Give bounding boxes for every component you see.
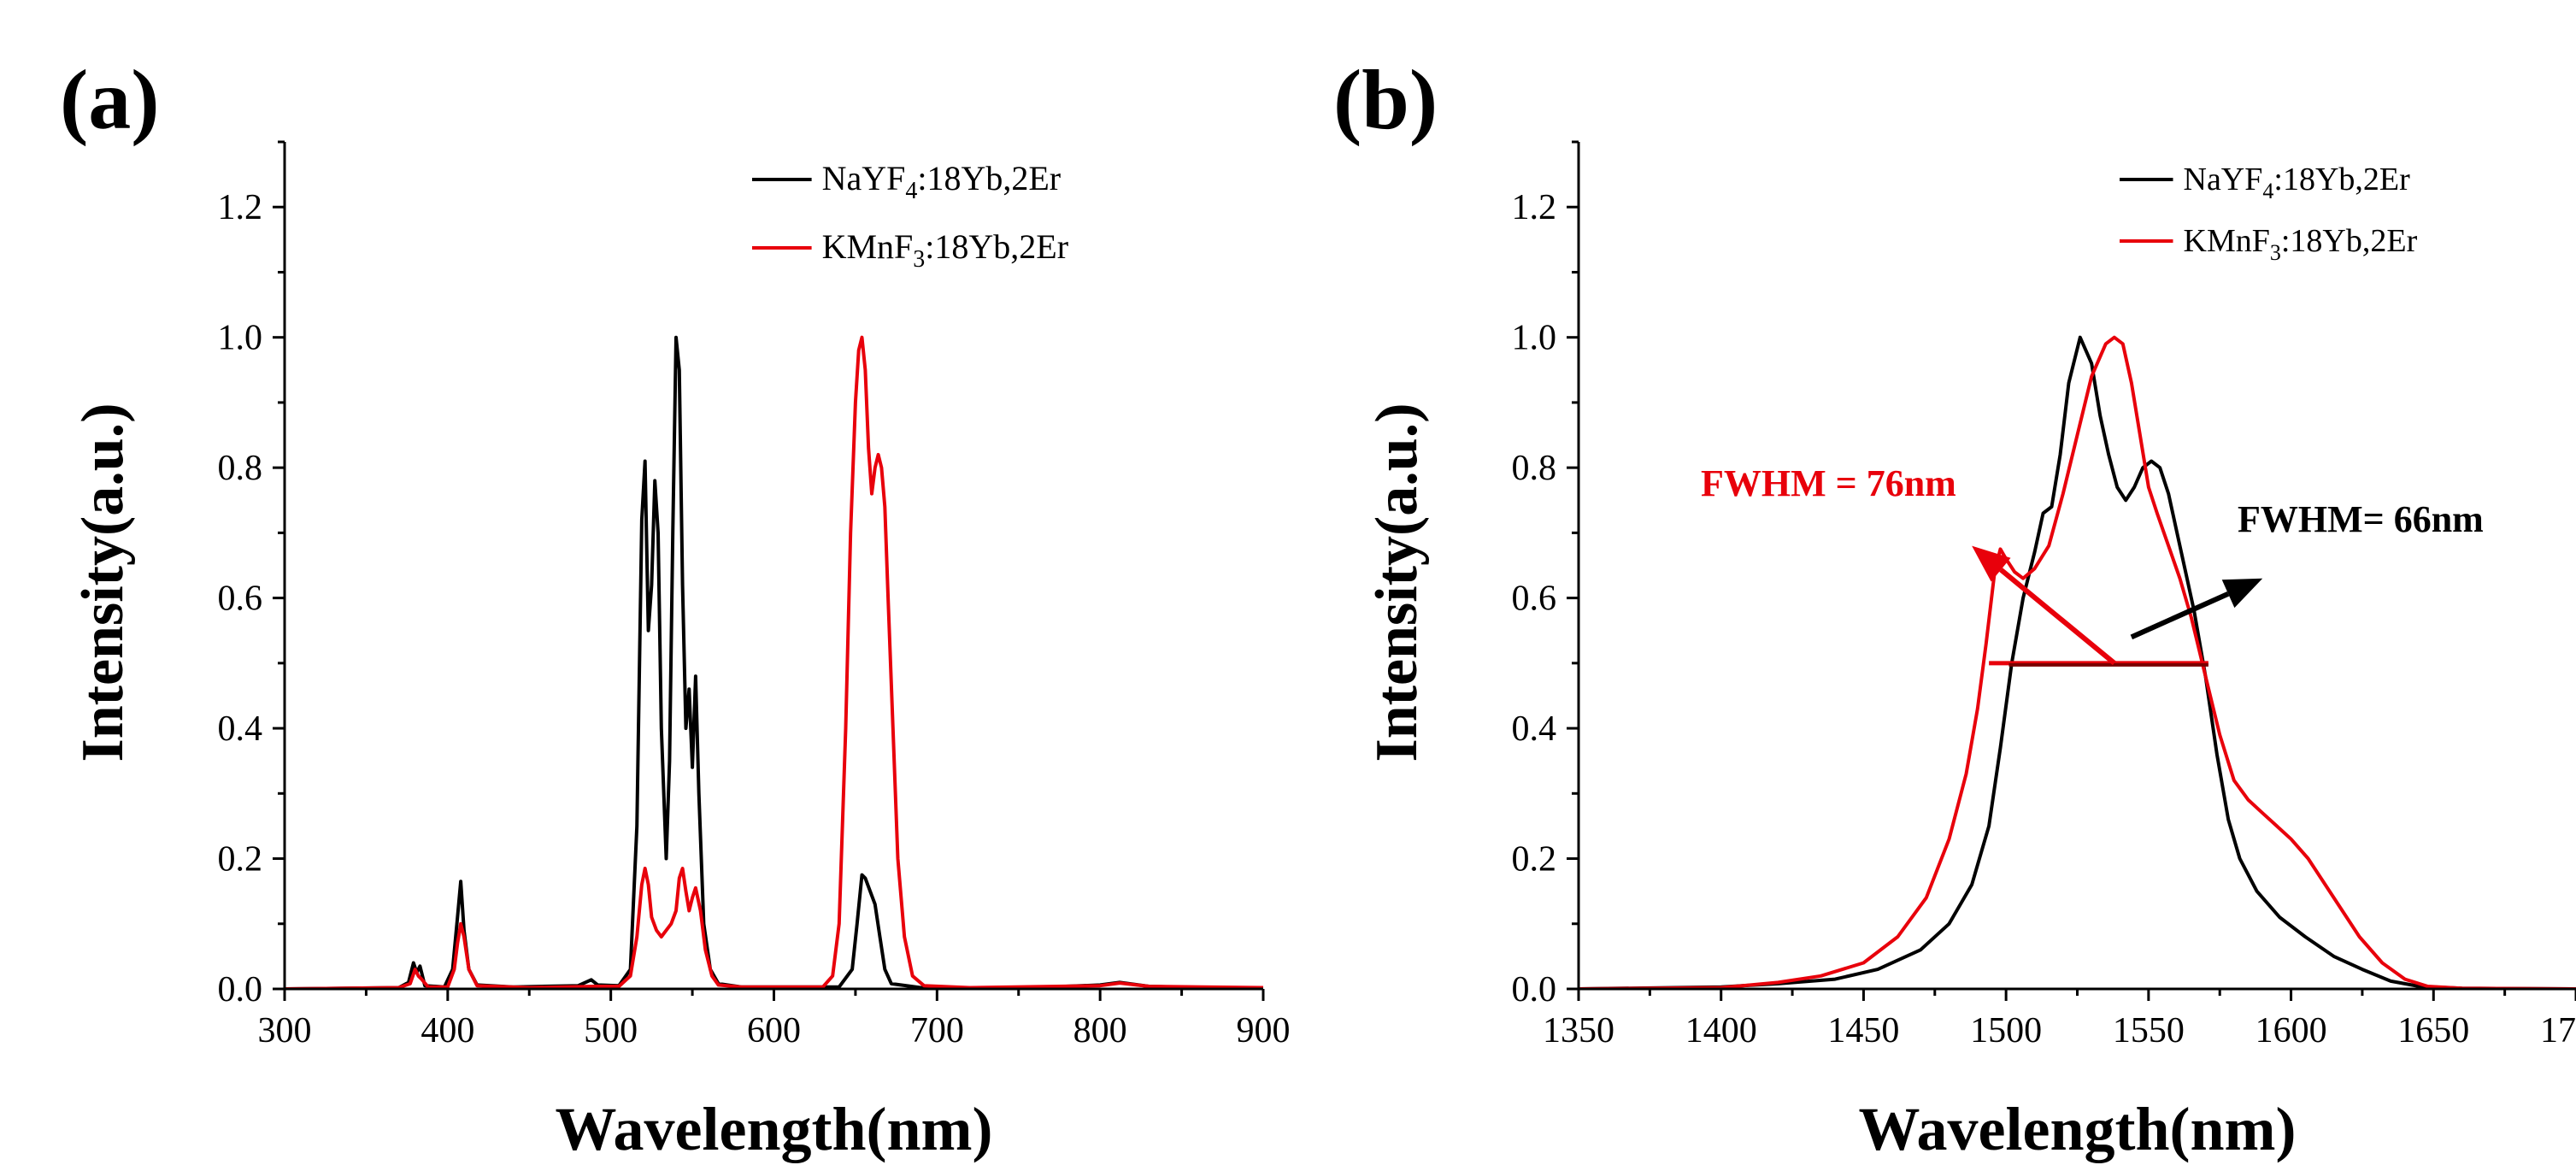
panel-label: (b) [1333,52,1438,147]
y-tick-label: 0.4 [218,709,263,749]
legend-label: KMnF3:18Yb,2Er [2184,223,2418,265]
y-tick-label: 1.0 [1512,319,1557,358]
fwhm-red-label: FWHM = 76nm [1701,462,1956,504]
legend-label: NaYF4:18Yb,2Er [2184,162,2411,203]
legend-name: NaYF [2184,162,2263,197]
legend-label: KMnF3:18Yb,2Er [822,227,1068,273]
legend-subscript: 3 [2270,240,2281,265]
x-tick-label: 1500 [1970,1011,2042,1050]
x-tick-label: 1600 [2255,1011,2327,1050]
y-tick-label: 0.2 [218,840,263,880]
legend-subscript: 4 [905,178,917,204]
fwhm-red-arrow-shaft [1999,568,2116,666]
fwhm-black-label: FWHM= 66nm [2238,498,2484,540]
y-tick-label: 1.2 [218,188,263,227]
x-tick-label: 300 [258,1011,312,1050]
legend-subscript: 3 [913,246,925,273]
panel-label: (a) [60,52,160,147]
x-tick-label: 700 [910,1011,964,1050]
y-axis-title: Intensity(a.u.) [70,403,136,762]
y-tick-label: 0.2 [1512,840,1557,880]
x-tick-label: 800 [1073,1011,1127,1050]
fwhm-red-arrow-head [1972,545,2011,582]
legend-name: KMnF [2184,223,2270,259]
x-tick-label: 1450 [1827,1011,1899,1050]
series-line-nayf [285,335,1263,989]
x-tick-label: 1700 [2540,1011,2576,1050]
x-axis-title: Wavelength(nm) [556,1095,993,1163]
y-tick-label: 0.4 [1512,709,1557,749]
y-tick-label: 0.8 [218,449,263,488]
legend-name: NaYF [822,159,906,197]
legend-label: NaYF4:18Yb,2Er [822,159,1062,204]
panel-b: (b) FWHM = 76nm FWHM= 66nm 1350 1400 1450 1500… [1333,52,2576,1163]
panel-a: (a) 300 400 500 600 700 800 900 0.0 0.2 0.4 0.6 0.8 1… [60,52,1291,1163]
x-tick-label: 1400 [1685,1011,1757,1050]
legend-rest: :18Yb,2Er [917,159,1061,197]
x-tick-label: 600 [747,1011,801,1050]
x-tick-label: 1650 [2397,1011,2469,1050]
legend-rest: :18Yb,2Er [2273,162,2410,197]
y-tick-label: 0.6 [1512,580,1557,619]
x-tick-label: 1350 [1543,1011,1614,1050]
y-tick-label: 1.2 [1512,188,1557,227]
series-line-nayf [1579,335,2576,989]
y-tick-label: 0.6 [218,580,263,619]
x-tick-label: 500 [584,1011,638,1050]
fwhm-black-arrow-shaft [2130,591,2230,640]
series-line-kmnf [1579,335,2576,989]
y-tick-label: 1.0 [218,319,263,358]
y-tick-label: 0.8 [1512,449,1557,488]
y-tick-label: 0.0 [218,970,263,1009]
x-tick-label: 900 [1237,1011,1291,1050]
legend-rest: :18Yb,2Er [2281,223,2418,259]
legend-subscript: 4 [2262,179,2273,203]
x-tick-label: 1550 [2113,1011,2185,1050]
legend-rest: :18Yb,2Er [925,227,1068,266]
legend-name: KMnF [822,227,914,266]
y-axis-title: Intensity(a.u.) [1364,403,1430,762]
fwhm-black-arrow-head [2221,578,2263,609]
series-line-kmnf [285,335,1263,989]
x-axis-title: Wavelength(nm) [1859,1095,2297,1163]
x-tick-label: 400 [421,1011,474,1050]
y-tick-label: 0.0 [1512,970,1557,1009]
